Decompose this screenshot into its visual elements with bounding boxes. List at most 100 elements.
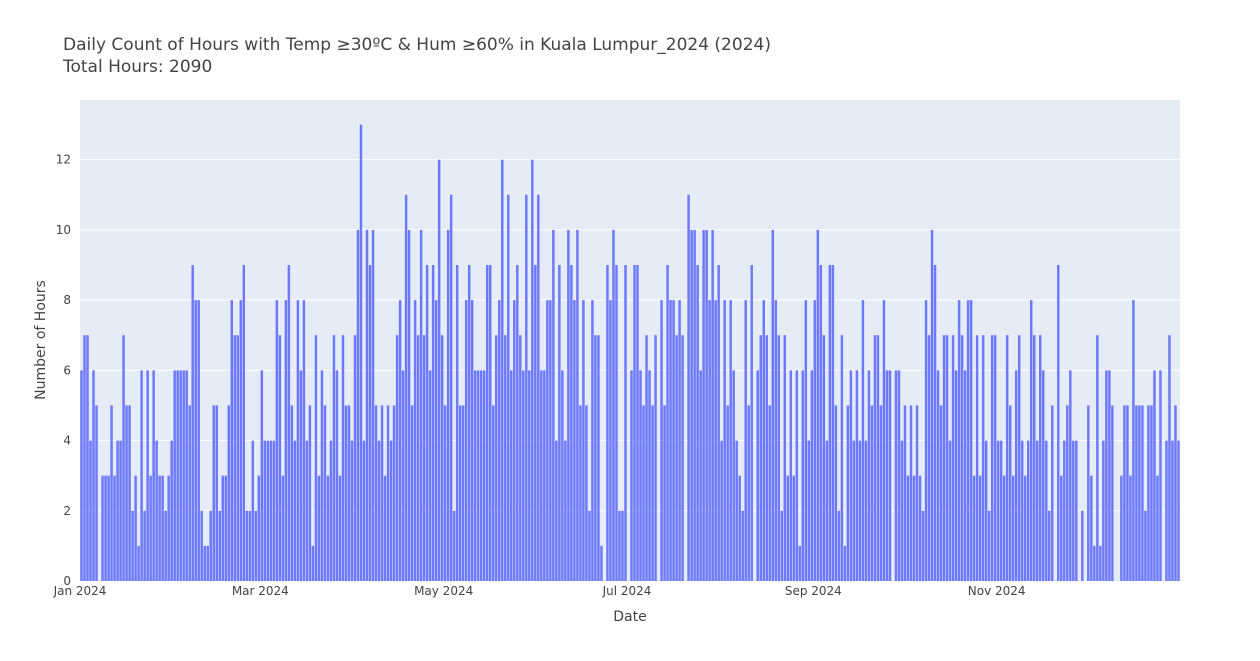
bar — [906, 475, 910, 581]
y-tick-label: 4 — [63, 434, 71, 448]
bar — [266, 440, 270, 581]
bar — [107, 475, 110, 581]
bar — [483, 370, 486, 581]
bar — [693, 229, 696, 581]
bar — [768, 405, 771, 581]
bar — [305, 440, 309, 581]
bar — [648, 370, 651, 581]
bar — [476, 370, 480, 581]
y-tick-label: 0 — [63, 574, 71, 588]
bar — [951, 335, 955, 581]
bar — [915, 405, 919, 581]
bar — [555, 440, 558, 581]
bar — [918, 475, 922, 581]
bar — [669, 300, 672, 581]
bar — [167, 475, 170, 581]
bar — [786, 475, 790, 581]
bar — [1105, 370, 1108, 581]
bar — [116, 440, 119, 581]
bar — [1008, 405, 1012, 581]
bar — [1075, 440, 1078, 581]
bar — [804, 300, 808, 581]
bar — [1171, 440, 1174, 581]
x-axis-ticks: Jan 2024 Mar 2024 May 2024 Jul 2024 Sep 2024… — [53, 584, 1026, 598]
bar — [774, 300, 777, 581]
bar — [570, 265, 573, 581]
bar — [1096, 335, 1099, 581]
bar — [486, 265, 489, 581]
bar — [507, 194, 510, 582]
bar — [501, 159, 504, 581]
bar — [999, 440, 1003, 581]
bar — [723, 300, 726, 581]
bar — [245, 510, 249, 581]
bar — [218, 510, 221, 581]
bar — [230, 300, 233, 581]
bar — [1026, 440, 1030, 581]
bar — [747, 405, 750, 581]
y-tick-label: 6 — [63, 363, 71, 377]
bar — [155, 440, 158, 581]
bar — [897, 370, 901, 581]
chart-subtitle: Total Hours: 2090 — [62, 57, 212, 77]
y-axis-title: Number of Hours — [33, 280, 49, 400]
bar — [798, 545, 802, 581]
bar — [314, 335, 318, 581]
bar — [1066, 405, 1069, 581]
bar — [455, 265, 459, 581]
bar — [930, 229, 934, 581]
bar — [585, 405, 588, 581]
bar — [128, 405, 131, 581]
bar — [362, 440, 366, 581]
bar — [134, 475, 137, 581]
x-tick-label: Mar 2024 — [232, 584, 289, 598]
bar — [549, 300, 552, 581]
bar — [738, 475, 741, 581]
bar — [398, 300, 402, 581]
bar — [146, 370, 149, 581]
bar — [83, 335, 86, 581]
bar — [86, 335, 89, 581]
bar — [534, 265, 537, 581]
bar — [1048, 510, 1051, 581]
bar — [936, 370, 940, 581]
bar — [777, 335, 780, 581]
bar — [194, 300, 197, 581]
bar — [434, 300, 438, 581]
bar — [789, 370, 793, 581]
bar — [1108, 370, 1111, 581]
bar — [290, 405, 294, 581]
bar — [975, 335, 979, 581]
bar — [882, 300, 886, 581]
bar — [329, 440, 333, 581]
bar — [816, 229, 820, 581]
bar — [819, 265, 823, 581]
bar — [215, 405, 218, 581]
bar — [395, 335, 399, 581]
bar — [119, 440, 122, 581]
bar — [1033, 335, 1036, 581]
bar — [708, 300, 711, 581]
bar — [1165, 440, 1168, 581]
bar — [681, 335, 684, 581]
bar — [525, 194, 528, 582]
bar — [1023, 475, 1027, 581]
bar — [278, 335, 282, 581]
bar — [756, 370, 759, 581]
bar — [852, 440, 856, 581]
bar — [675, 335, 678, 581]
bar — [588, 510, 591, 581]
bar — [1168, 335, 1171, 581]
bar — [1090, 475, 1093, 581]
bar — [510, 370, 513, 581]
bar — [293, 440, 297, 581]
bar — [594, 335, 597, 581]
bar — [251, 440, 255, 581]
bar — [1045, 440, 1048, 581]
bar — [281, 475, 285, 581]
bar — [188, 405, 191, 581]
bar — [80, 370, 83, 581]
bar — [389, 440, 393, 581]
bar — [359, 124, 363, 581]
bar — [846, 405, 850, 581]
